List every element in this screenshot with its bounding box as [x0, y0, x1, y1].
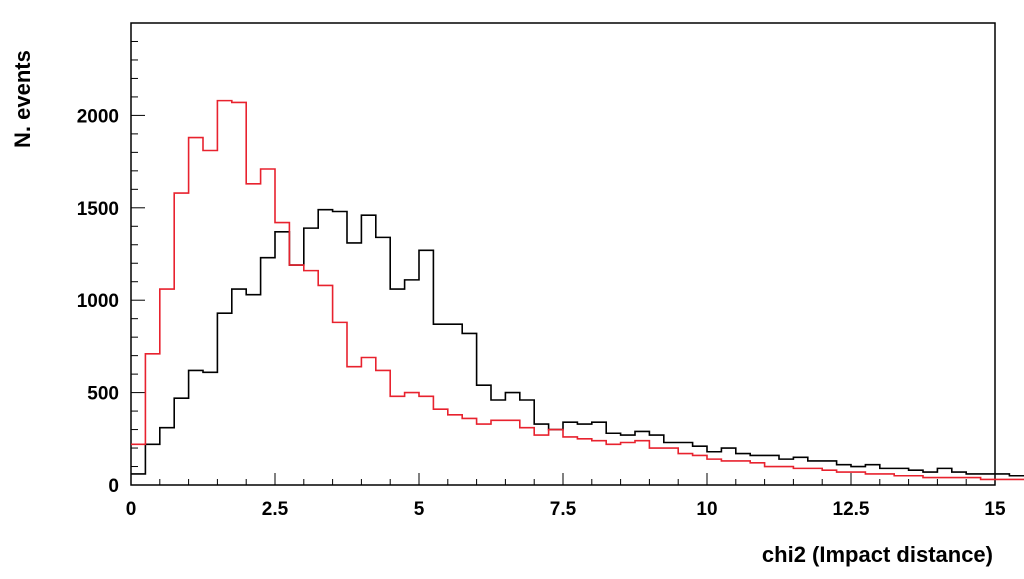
- histogram-series: [131, 99, 1024, 481]
- x-tick-label: 15: [984, 499, 1006, 520]
- x-tick-label: 12.5: [833, 499, 870, 520]
- axis-ticks: [130, 22, 996, 486]
- histogram-series-2: [131, 99, 1024, 481]
- x-tick-label: 7.5: [550, 499, 577, 520]
- x-tick-label: 0: [126, 499, 137, 520]
- y-tick-label: 1500: [77, 199, 119, 220]
- x-tick-label: 2.5: [262, 499, 289, 520]
- plot-frame: [130, 22, 996, 486]
- x-axis-title: chi2 (Impact distance): [762, 542, 993, 567]
- y-tick-label: 500: [87, 384, 119, 405]
- y-tick-label: 0: [108, 476, 119, 497]
- x-tick-label: 5: [414, 499, 425, 520]
- histogram-series-1: [131, 208, 1024, 477]
- tick-labels: 0 2.5 5 7.5 10 12.5 15 0 500 1000 1500 2000: [77, 106, 1006, 520]
- y-axis-title: N. events: [10, 50, 35, 148]
- y-tick-label: 1000: [77, 291, 119, 312]
- y-tick-label: 2000: [77, 106, 119, 127]
- x-tick-label: 10: [696, 499, 717, 520]
